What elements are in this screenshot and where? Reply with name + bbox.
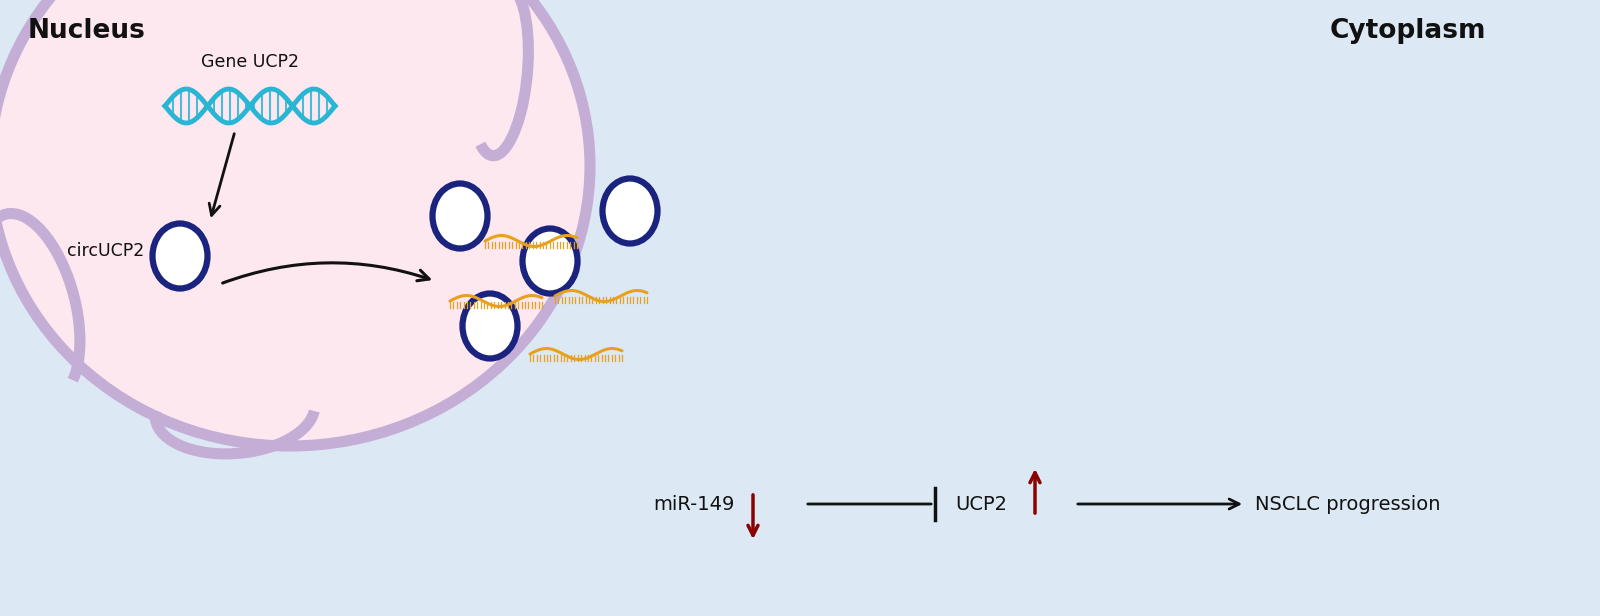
Ellipse shape	[462, 293, 517, 359]
Text: NSCLC progression: NSCLC progression	[1254, 495, 1440, 514]
Text: Cytoplasm: Cytoplasm	[1330, 18, 1486, 44]
Ellipse shape	[152, 224, 208, 288]
Text: miR-149: miR-149	[654, 495, 734, 514]
Ellipse shape	[0, 0, 590, 446]
Ellipse shape	[432, 184, 488, 248]
Ellipse shape	[603, 179, 658, 243]
Text: circUCP2: circUCP2	[67, 242, 144, 260]
Text: Nucleus: Nucleus	[29, 18, 146, 44]
Text: UCP2: UCP2	[955, 495, 1006, 514]
Ellipse shape	[523, 229, 578, 293]
Text: Gene UCP2: Gene UCP2	[202, 53, 299, 71]
